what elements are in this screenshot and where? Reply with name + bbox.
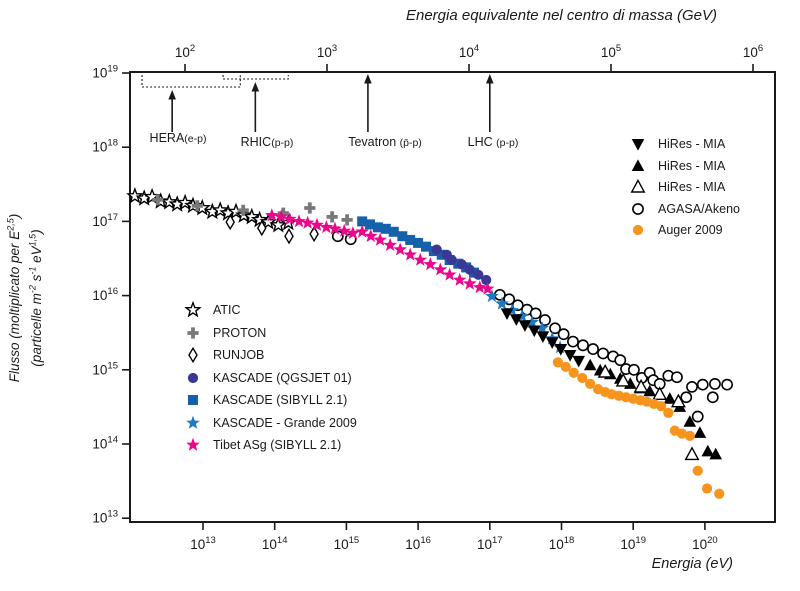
top-axis-title: Energia equivalente nel centro di massa … bbox=[405, 7, 717, 24]
x-bottom-tick-label: 1016 bbox=[405, 535, 431, 552]
x-bottom-tick-label: 1020 bbox=[692, 535, 718, 552]
y-tick-label: 1013 bbox=[92, 509, 118, 526]
legend-item: KASCADE - Grande 2009 bbox=[183, 414, 357, 432]
annotation-hera: HERA(e-p) bbox=[149, 131, 207, 145]
legend-label: Auger 2009 bbox=[658, 223, 723, 237]
diamond-marker-icon bbox=[188, 346, 198, 364]
square-marker-icon bbox=[188, 395, 198, 405]
legend-item: PROTON bbox=[183, 324, 266, 342]
x-top-tick-label: 105 bbox=[601, 43, 621, 60]
legend-label: PROTON bbox=[213, 325, 267, 340]
triangle-up-marker-icon bbox=[631, 158, 645, 171]
arrowhead-icon bbox=[168, 90, 176, 100]
x-bottom-tick-label: 1013 bbox=[190, 535, 216, 552]
x-top-tick-label: 102 bbox=[175, 43, 195, 60]
legend-item: Auger 2009 bbox=[628, 221, 723, 239]
circle-marker-icon bbox=[632, 224, 644, 236]
circle-marker-icon bbox=[187, 372, 199, 383]
legend-item: HiRes - MIA bbox=[628, 135, 725, 153]
star-marker-icon bbox=[186, 437, 200, 451]
x-bottom-tick-label: 1015 bbox=[334, 535, 360, 552]
legend-label: ATIC bbox=[213, 303, 241, 317]
series-agasa-akeno-3 bbox=[331, 230, 734, 423]
legend-label: AGASA/Akeno bbox=[658, 201, 740, 216]
series-proton-1 bbox=[152, 194, 353, 226]
legend-item: KASCADE (QGSJET 01) bbox=[183, 369, 352, 387]
series-kascade-qgsjet-01-5 bbox=[431, 244, 492, 286]
y-tick-label: 1019 bbox=[92, 64, 118, 81]
legend-item: RUNJOB bbox=[183, 346, 264, 364]
energy-range-bracket bbox=[141, 75, 241, 88]
legend-item: HiRes - MIA bbox=[628, 178, 725, 196]
series-hires-mia-10 bbox=[597, 363, 700, 461]
y-tick-label: 1016 bbox=[92, 286, 118, 303]
legend-item: HiRes - MIA bbox=[628, 157, 725, 175]
y-tick-label: 1014 bbox=[92, 435, 118, 452]
circle-marker-icon bbox=[632, 202, 644, 215]
series-runjob-2 bbox=[225, 213, 319, 245]
legend-item: Tibet ASg (SIBYLL 2.1) bbox=[183, 436, 341, 454]
legend-label: HiRes - MIA bbox=[658, 158, 726, 173]
arrowhead-icon bbox=[251, 82, 260, 92]
legend-label: KASCADE (QGSJET 01) bbox=[213, 370, 352, 385]
series-hires-mia-8 bbox=[500, 308, 585, 368]
legend-item: KASCADE (SIBYLL 2.1) bbox=[183, 391, 347, 409]
x-top-tick-label: 104 bbox=[459, 43, 479, 60]
triangle-up-marker-icon bbox=[630, 178, 646, 193]
legend-label: KASCADE (SIBYLL 2.1) bbox=[213, 393, 348, 407]
legend-item: ATIC bbox=[183, 301, 241, 319]
annotation-lhc: LHC (p-p) bbox=[467, 135, 519, 149]
x-bottom-tick-label: 1018 bbox=[549, 535, 575, 552]
annotation-tevatron: Tevatron (p̄-p) bbox=[348, 135, 422, 149]
x-top-tick-label: 106 bbox=[743, 43, 763, 60]
y-tick-label: 1017 bbox=[92, 212, 118, 229]
legend-label: HiRes - MIA bbox=[658, 180, 726, 194]
legend-label: RUNJOB bbox=[213, 348, 265, 362]
annotation-rhic: RHIC(p-p) bbox=[240, 135, 294, 149]
y-tick-label: 1015 bbox=[92, 360, 118, 377]
triangle-down-marker-icon bbox=[631, 139, 645, 151]
x-bottom-tick-label: 1019 bbox=[620, 535, 646, 552]
series-tibet-asg-sibyll-2-1-6 bbox=[265, 208, 495, 295]
x-axis-title: Energia (eV) bbox=[651, 556, 733, 572]
axes: 1013 1014 1015 1016 1017 1018 1019 1020 102 103 10… bbox=[92, 43, 776, 552]
y-axis-title-line1: Flusso (moltiplicato per E2,5) bbox=[5, 213, 23, 383]
x-bottom-tick-label: 1017 bbox=[477, 535, 503, 552]
y-tick-label: 1018 bbox=[92, 138, 118, 155]
accelerator-annotations bbox=[141, 74, 494, 132]
legend-item: AGASA/Akeno bbox=[628, 200, 740, 218]
star-marker-icon bbox=[186, 415, 200, 429]
series-atic-0 bbox=[126, 186, 298, 233]
star-marker-icon bbox=[184, 301, 202, 318]
y-axis-title-line2: (particelle m-2 s-1 eV1,5) bbox=[27, 229, 45, 367]
x-bottom-tick-label: 1014 bbox=[262, 535, 288, 552]
arrowhead-icon bbox=[364, 74, 372, 84]
legend-label: KASCADE - Grande 2009 bbox=[213, 415, 357, 430]
plus-marker-icon bbox=[187, 326, 199, 339]
series-auger-2009-11 bbox=[552, 357, 725, 499]
legend-label: Tibet ASg (SIBYLL 2.1) bbox=[213, 438, 342, 452]
x-top-tick-label: 103 bbox=[317, 43, 337, 60]
arrowhead-icon bbox=[486, 74, 494, 84]
energy-range-bracket bbox=[222, 75, 289, 80]
legend-label: HiRes - MIA bbox=[658, 137, 726, 151]
